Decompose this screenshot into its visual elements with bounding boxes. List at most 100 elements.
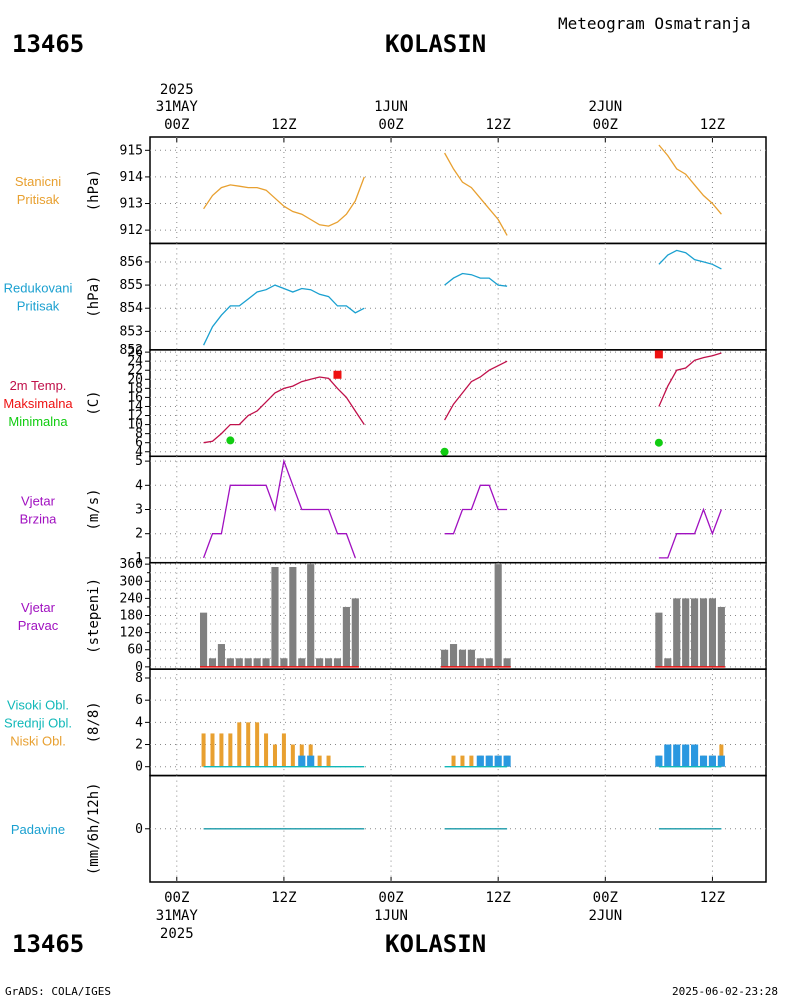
y-tick-label: 120 xyxy=(120,626,143,641)
series-line xyxy=(658,249,722,270)
bottom-time-tick-label: 12Z xyxy=(271,890,296,906)
series-line xyxy=(444,272,508,287)
y-tick-label: 16 xyxy=(127,390,143,405)
panel-label: 2m Temp. xyxy=(10,378,67,393)
series-bar xyxy=(673,744,681,767)
panel-unit-label: (hPa) xyxy=(86,169,102,211)
y-tick-label: 20 xyxy=(127,372,143,387)
series-bar xyxy=(210,733,215,767)
top-day-label: 31MAY xyxy=(156,99,199,115)
series-bar xyxy=(272,744,277,767)
y-tick-label: 2 xyxy=(135,738,143,753)
series-bar xyxy=(458,649,467,667)
series-bar xyxy=(664,744,672,767)
series-bar xyxy=(217,644,225,667)
bottom-time-tick-label: 00Z xyxy=(164,890,189,906)
y-tick-label: 3 xyxy=(135,503,143,518)
panel-label: Vjetar xyxy=(21,600,56,615)
y-tick-label: 915 xyxy=(120,143,143,158)
series-line xyxy=(658,352,722,407)
y-tick-label: 855 xyxy=(120,278,143,293)
top-year-label: 2025 xyxy=(160,82,194,98)
panel-label: Niski Obl. xyxy=(10,733,66,748)
series-bar xyxy=(280,658,288,667)
header-station-id: 13465 xyxy=(12,30,85,58)
series-bar xyxy=(664,658,672,667)
series-bar xyxy=(691,744,699,767)
marker-max-temp xyxy=(333,370,342,379)
series-bar xyxy=(226,658,234,667)
bottom-day-label: 1JUN xyxy=(374,908,408,924)
y-tick-label: 22 xyxy=(127,363,143,378)
series-bar xyxy=(235,658,243,667)
series-bar xyxy=(655,612,663,667)
series-bar xyxy=(503,755,511,767)
y-tick-label: 1 xyxy=(135,551,143,566)
panel-label: Maksimalna xyxy=(3,396,73,411)
bottom-time-tick-label: 12Z xyxy=(700,890,725,906)
series-bar xyxy=(691,598,699,667)
panel-unit-label: (C) xyxy=(86,390,102,415)
series-bar xyxy=(307,755,315,767)
y-tick-label: 8 xyxy=(135,427,143,442)
series-bar xyxy=(460,755,465,767)
series-bar xyxy=(708,598,717,667)
panel-label: Stanicni xyxy=(15,174,61,189)
panel-station-pressure: 912 913 914 915 (hPa) Stanicni Pritisak xyxy=(15,136,767,245)
y-tick-label: 0 xyxy=(135,760,143,775)
top-time-tick-label: 12Z xyxy=(486,117,511,133)
series-bar xyxy=(717,606,725,667)
series-bar xyxy=(208,658,217,667)
top-time-tick-label: 12Z xyxy=(700,117,725,133)
panel-cloud-cover: 0 2 4 6 8 (8/8) Visoki Obl. Srednji Obl. Niski O… xyxy=(4,668,767,777)
y-tick-label: 912 xyxy=(120,223,143,238)
series-bar xyxy=(451,755,456,767)
y-tick-label: 4 xyxy=(135,715,143,730)
series-line xyxy=(202,458,356,559)
panel-wind-direction: 0 60 120 180 240 300 360 (stepeni) Vjetar Pravac xyxy=(18,557,767,675)
panel-label: Pritisak xyxy=(17,192,60,207)
marker-min-temp xyxy=(226,436,235,445)
series-bar xyxy=(324,658,333,667)
series-bar xyxy=(298,755,306,767)
series-bar xyxy=(317,755,322,767)
series-bar xyxy=(237,722,242,767)
series-line xyxy=(444,152,508,236)
bottom-time-tick-label: 00Z xyxy=(378,890,403,906)
series-bar xyxy=(699,755,708,767)
top-time-tick-label: 00Z xyxy=(593,117,618,133)
series-bar xyxy=(201,733,206,767)
y-tick-label: 8 xyxy=(135,671,143,686)
bottom-time-tick-label: 00Z xyxy=(593,890,618,906)
series-bar xyxy=(228,733,233,767)
y-tick-label: 24 xyxy=(127,354,143,369)
series-bar xyxy=(708,755,717,767)
panel-label: Brzina xyxy=(20,512,58,527)
panel-unit-label: (hPa) xyxy=(86,276,102,318)
y-tick-label: 14 xyxy=(127,399,143,414)
y-tick-label: 10 xyxy=(127,418,143,433)
series-bar xyxy=(476,658,484,667)
series-bar xyxy=(290,744,295,767)
series-bar xyxy=(469,755,474,767)
series-bar xyxy=(298,658,306,667)
y-tick-label: 240 xyxy=(120,591,143,606)
series-bar xyxy=(244,658,252,667)
y-tick-label: 0 xyxy=(135,822,143,837)
series-line xyxy=(203,176,365,227)
series-bar xyxy=(494,755,502,767)
series-line xyxy=(658,144,722,215)
panel-wind-speed: 1 2 3 4 5 (m/s) Vjetar Brzina xyxy=(20,454,767,566)
series-bar xyxy=(449,644,458,667)
series-bar xyxy=(655,755,663,767)
series-bar xyxy=(316,658,324,667)
series-bar xyxy=(682,598,690,667)
series-bar xyxy=(467,649,475,667)
series-bar xyxy=(326,755,331,767)
y-tick-label: 853 xyxy=(120,324,143,339)
top-time-tick-label: 00Z xyxy=(164,117,189,133)
y-tick-label: 854 xyxy=(120,301,144,316)
y-tick-label: 852 xyxy=(120,343,143,358)
y-tick-label: 60 xyxy=(127,643,143,658)
series-line xyxy=(444,484,508,535)
